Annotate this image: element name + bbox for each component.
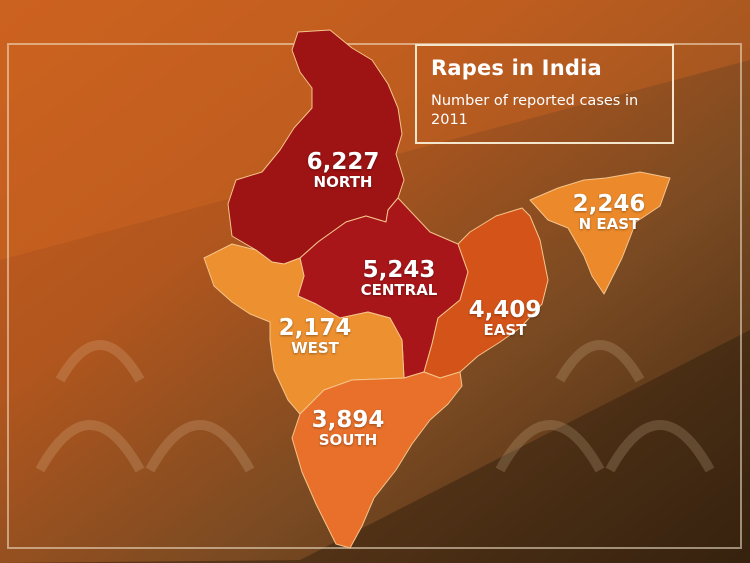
region-value-west: 2,174 [278, 315, 352, 341]
region-east-shape [423, 207, 549, 379]
region-name-west: WEST [291, 339, 339, 357]
region-value-central: 5,243 [362, 257, 436, 283]
title-box: Rapes in India Number of reported cases … [415, 44, 674, 144]
region-value-east: 4,409 [468, 297, 542, 323]
region-label-central: 5,243 CENTRAL [350, 258, 448, 299]
region-value-south: 3,894 [311, 407, 385, 433]
map-title: Rapes in India [431, 56, 602, 80]
region-name-east: EAST [483, 321, 527, 339]
region-label-south: 3,894 SOUTH [303, 408, 393, 449]
region-name-south: SOUTH [318, 431, 378, 449]
region-label-neast: 2,246 N EAST [562, 192, 656, 233]
region-name-central: CENTRAL [360, 281, 438, 299]
region-label-north: 6,227 NORTH [298, 150, 388, 191]
map-subtitle: Number of reported cases in 2011 [431, 93, 639, 128]
region-label-east: 4,409 EAST [460, 298, 550, 339]
region-name-north: NORTH [313, 173, 373, 191]
region-value-neast: 2,246 [572, 191, 646, 217]
region-west-shape [203, 243, 405, 415]
region-neast-shape [529, 171, 671, 295]
region-south-shape [291, 371, 463, 549]
region-name-neast: N EAST [578, 215, 640, 233]
region-value-north: 6,227 [306, 149, 380, 175]
region-label-west: 2,174 WEST [270, 316, 360, 357]
